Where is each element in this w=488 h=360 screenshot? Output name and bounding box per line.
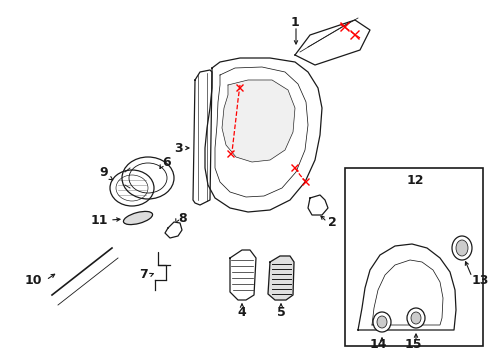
Text: 14: 14 [368, 338, 386, 351]
Text: 7: 7 [139, 269, 148, 282]
Polygon shape [204, 58, 321, 212]
Text: 15: 15 [404, 338, 421, 351]
Text: 9: 9 [99, 166, 108, 179]
Text: 13: 13 [471, 274, 488, 287]
Ellipse shape [123, 211, 152, 225]
Polygon shape [222, 80, 294, 162]
Text: 11: 11 [90, 213, 108, 226]
Text: 3: 3 [174, 141, 183, 154]
Polygon shape [229, 250, 256, 300]
Ellipse shape [406, 308, 424, 328]
Bar [345, 168, 482, 346]
Polygon shape [164, 222, 182, 238]
Text: 5: 5 [276, 306, 285, 319]
Text: 12: 12 [406, 174, 423, 186]
Text: 1: 1 [290, 15, 299, 28]
Text: 8: 8 [178, 211, 186, 225]
Polygon shape [193, 70, 212, 205]
Ellipse shape [410, 312, 420, 324]
Polygon shape [307, 195, 327, 215]
Text: 6: 6 [162, 157, 170, 170]
Ellipse shape [451, 236, 471, 260]
Polygon shape [357, 244, 455, 330]
Ellipse shape [372, 312, 390, 332]
Ellipse shape [376, 316, 386, 328]
Polygon shape [294, 20, 369, 65]
Text: 4: 4 [237, 306, 246, 319]
Text: 10: 10 [24, 274, 42, 287]
Ellipse shape [455, 240, 467, 256]
Polygon shape [267, 256, 293, 300]
Text: 2: 2 [327, 216, 336, 229]
